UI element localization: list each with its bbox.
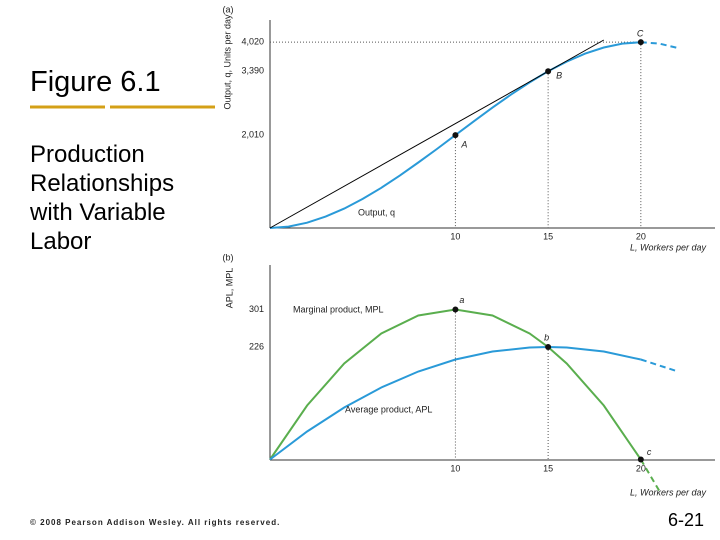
y-tick-label: 2,010 [241,129,264,139]
page-number: 6-21 [668,510,705,530]
y-axis-label: APL, MPL [224,268,234,309]
curve [640,358,679,373]
slide-title: Figure 6.1 [30,66,161,98]
curve [269,39,605,229]
x-tick-label: 15 [543,231,553,241]
point [452,132,459,139]
curve-label: Marginal product, MPL [293,304,384,314]
point [452,306,459,313]
curve [269,345,642,461]
x-tick-label: 10 [450,463,460,473]
curve-label: Average product, APL [345,404,432,414]
point [545,68,552,75]
x-tick-label: 10 [450,231,460,241]
point-label: b [544,332,549,342]
y-tick-label: 301 [249,304,264,314]
y-axis-label: Output, q, Units per day [222,14,232,110]
point [545,344,552,350]
panel-label: (a) [223,4,234,14]
panel-label: (b) [223,252,234,262]
curve [269,308,642,461]
copyright: © 2008 Pearson Addison Wesley. All right… [30,518,281,527]
point-label: B [556,71,562,81]
y-tick-label: 226 [249,341,264,351]
point-label: a [459,295,464,305]
point [637,456,644,463]
point [637,39,644,46]
curve [640,41,679,49]
point-label: c [647,447,652,457]
x-axis-label: L, Workers per day [630,242,707,252]
x-tick-label: 20 [636,463,646,473]
x-tick-label: 20 [636,231,646,241]
y-tick-label: 4,020 [241,37,264,47]
x-axis-label: L, Workers per day [630,487,707,497]
x-tick-label: 15 [543,463,553,473]
point-label: C [637,29,644,39]
curve [639,458,661,492]
point-label: A [460,139,467,149]
y-tick-label: 3,390 [241,66,264,76]
slide-subtitle: Production Relationships with Variable L… [30,141,175,255]
curve-label: Output, q [358,207,395,217]
